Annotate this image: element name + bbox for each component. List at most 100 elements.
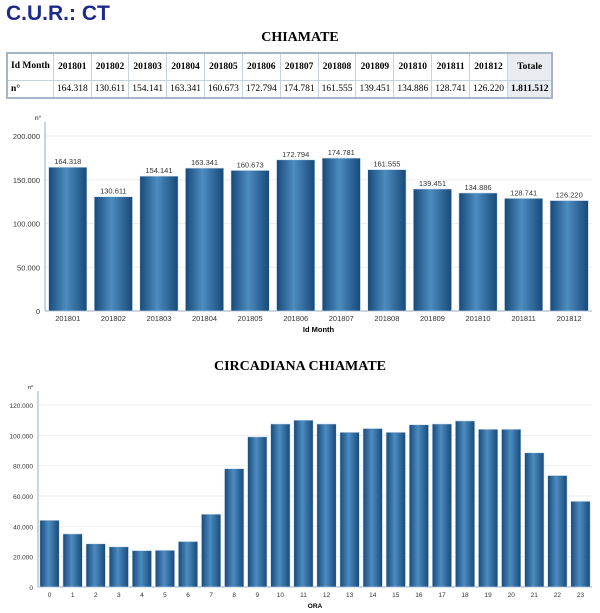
column-header: 201810 <box>393 52 433 81</box>
bar <box>154 549 175 588</box>
bar <box>270 423 291 588</box>
column-header: 201803 <box>128 52 168 81</box>
y-tick-label: 0 <box>36 307 40 316</box>
data-label: 164.318 <box>54 157 81 166</box>
data-label: 172.794 <box>282 150 309 159</box>
x-tick-label: 201801 <box>55 314 80 323</box>
bar <box>549 200 589 312</box>
chart2-title: CIRCADIANA CHIAMATE <box>213 359 387 374</box>
x-tick-label: 8 <box>232 592 236 599</box>
column-header: 201802 <box>90 52 130 81</box>
x-tick-label: 20 <box>508 592 516 599</box>
bar <box>367 169 407 312</box>
bar <box>455 420 476 588</box>
x-tick-label: 17 <box>438 592 446 599</box>
bar <box>504 198 544 312</box>
bar <box>524 452 545 588</box>
bar <box>48 166 88 312</box>
data-label: 139.451 <box>419 179 446 188</box>
bar <box>501 428 522 588</box>
x-tick-label: 22 <box>554 592 562 599</box>
column-header: 201801 <box>52 52 92 81</box>
x-tick-label: 201807 <box>329 314 354 323</box>
x-tick-label: 23 <box>577 592 585 599</box>
data-label: 130.611 <box>100 187 127 196</box>
x-tick-label: 201810 <box>466 314 491 323</box>
bar <box>293 419 314 588</box>
x-tick-label: 201812 <box>557 314 582 323</box>
monthly-calls-chart: 0 50.000 100.000 150.000 200.000 n° 201801 164.… <box>13 114 592 334</box>
data-label: 161.555 <box>373 160 400 169</box>
y-tick-label: 100.000 <box>10 433 34 440</box>
x-tick-label: 201811 <box>511 314 535 323</box>
data-label: 163.341 <box>191 158 218 167</box>
bar <box>321 157 361 312</box>
column-header: 201811 <box>431 52 471 81</box>
x-tick-label: 1 <box>71 592 75 599</box>
table-title: CHIAMATE <box>261 30 339 45</box>
y-tick-label: 80.000 <box>13 464 33 471</box>
x-tick-label: 12 <box>323 592 331 599</box>
y-tick-label: 0 <box>29 585 33 592</box>
y-tick-label: 50.000 <box>17 263 40 272</box>
y-axis-title: n° <box>28 385 33 391</box>
bar <box>201 513 222 588</box>
bar <box>458 192 498 312</box>
data-label: 126.220 <box>556 191 583 200</box>
column-header: 201804 <box>166 52 205 81</box>
x-tick-label: 6 <box>186 592 190 599</box>
table-cell: 1.811.512 <box>506 80 553 99</box>
table-cell: 160.673 <box>203 80 243 99</box>
bar <box>108 546 129 588</box>
y-tick-label: 120.000 <box>10 403 34 410</box>
data-label: 154.141 <box>145 166 172 175</box>
x-tick-label: 2 <box>94 592 98 599</box>
x-tick-label: 201809 <box>420 314 445 323</box>
bar <box>178 541 199 588</box>
bar <box>62 533 83 588</box>
table-cell: 128.741 <box>431 80 471 99</box>
column-header: 201805 <box>203 52 243 81</box>
x-tick-label: 10 <box>277 592 285 599</box>
bar <box>478 428 499 588</box>
data-label: 174.781 <box>328 148 355 157</box>
bar <box>131 550 152 588</box>
y-tick-label: 150.000 <box>13 176 40 185</box>
bar <box>385 431 406 588</box>
table-cell: 139.451 <box>355 80 395 99</box>
bar <box>570 501 591 588</box>
x-tick-label: 13 <box>346 592 354 599</box>
x-tick-label: 201804 <box>192 314 217 323</box>
bar <box>185 167 224 312</box>
column-header: 201806 <box>241 52 281 81</box>
y-tick-label: 60.000 <box>13 494 33 501</box>
table-cell: 164.318 <box>52 80 92 99</box>
x-tick-label: 7 <box>209 592 213 599</box>
x-axis-title: ORA <box>308 603 323 610</box>
y-tick-label: 200.000 <box>13 132 40 141</box>
page-title: C.U.R.: CT <box>6 2 110 25</box>
column-header: Totale <box>506 52 553 81</box>
x-tick-label: 201806 <box>283 314 308 323</box>
monthly-calls-table: Id Month 201801 201802 201803 201804 201805 20… <box>6 52 554 99</box>
y-tick-label: 100.000 <box>13 220 40 229</box>
x-tick-label: 201802 <box>101 314 126 323</box>
table-cell: 134.886 <box>393 80 433 99</box>
x-tick-label: 3 <box>117 592 121 599</box>
bar <box>316 423 337 588</box>
x-tick-label: 14 <box>369 592 377 599</box>
bar <box>85 543 106 588</box>
x-tick-label: 0 <box>48 592 52 599</box>
x-tick-label: 201805 <box>238 314 263 323</box>
bar <box>247 436 268 588</box>
row-header: Id Month <box>6 52 54 81</box>
x-tick-label: 15 <box>392 592 400 599</box>
bar <box>408 424 429 588</box>
x-tick-label: 4 <box>140 592 144 599</box>
bar <box>139 175 179 312</box>
data-label: 160.673 <box>237 160 264 169</box>
x-tick-label: 9 <box>255 592 259 599</box>
bar <box>413 188 452 312</box>
x-axis-title: Id Month <box>303 325 335 334</box>
x-tick-label: 5 <box>163 592 167 599</box>
